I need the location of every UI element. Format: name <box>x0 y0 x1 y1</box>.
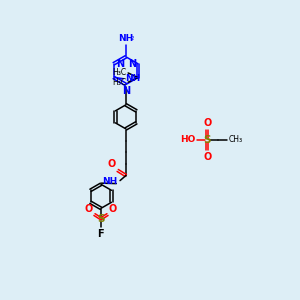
Text: O: O <box>85 204 93 214</box>
Text: S: S <box>203 135 211 145</box>
Text: H₃C: H₃C <box>112 78 127 87</box>
Text: HO: HO <box>180 135 196 144</box>
Text: NH: NH <box>118 34 134 43</box>
Text: N: N <box>122 86 130 96</box>
Text: CH₃: CH₃ <box>229 135 243 144</box>
Text: N: N <box>128 59 136 69</box>
Text: $_2$: $_2$ <box>129 74 134 83</box>
Text: O: O <box>203 152 211 161</box>
Text: S: S <box>97 214 105 224</box>
Text: $_2$: $_2$ <box>130 34 135 43</box>
Text: F: F <box>97 229 104 239</box>
Text: N: N <box>116 59 124 69</box>
Text: O: O <box>107 159 116 169</box>
Text: H₃C: H₃C <box>112 68 127 77</box>
Text: NH: NH <box>103 178 118 187</box>
Text: O: O <box>108 204 117 214</box>
Text: NH: NH <box>125 74 140 83</box>
Text: O: O <box>203 118 211 128</box>
